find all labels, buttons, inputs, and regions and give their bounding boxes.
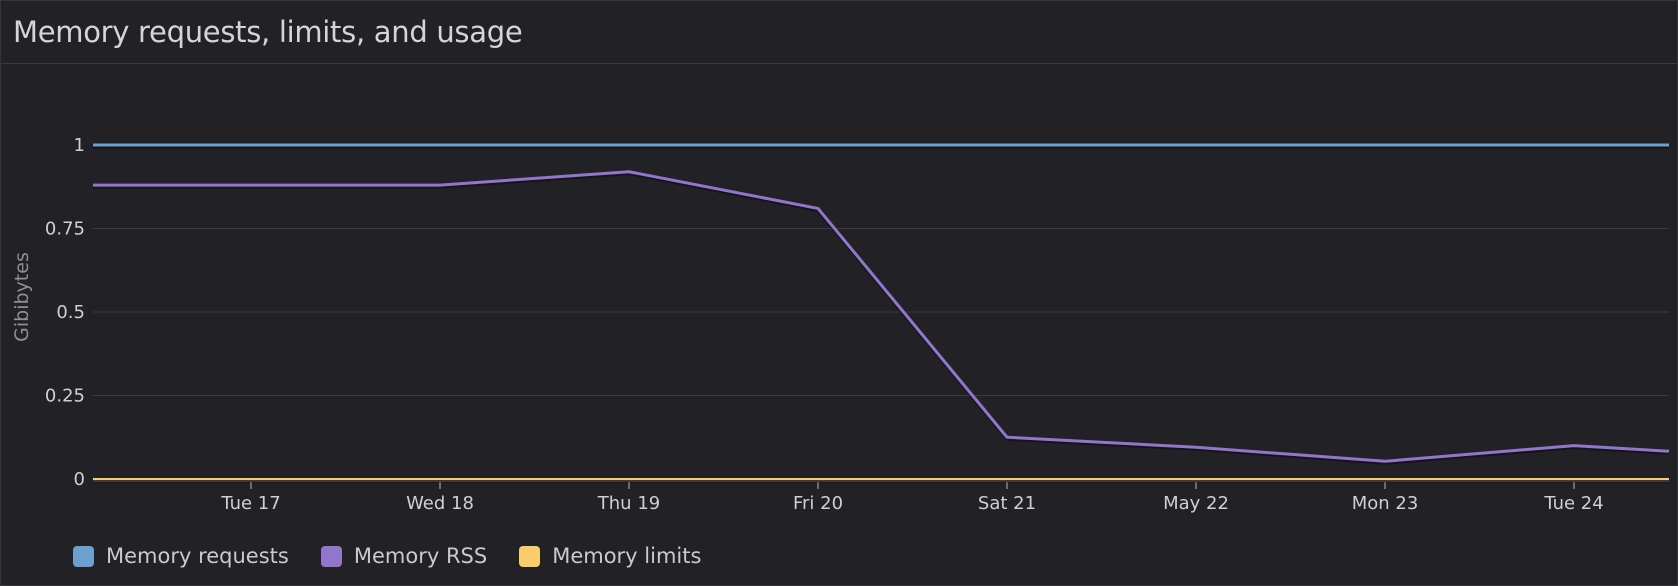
panel-header: Memory requests, limits, and usage <box>1 1 1677 64</box>
y-axis-title: Gibibytes <box>11 252 33 342</box>
x-tick-label: Sat 21 <box>978 493 1036 514</box>
x-axis: Tue 17 Wed 18 Thu 19 Fri 20 Sat 21 May 22 Mon … <box>93 480 1669 514</box>
x-tick-label: Tue 24 <box>1543 493 1603 514</box>
x-tick-label: May 22 <box>1163 493 1229 514</box>
y-tick-label: 0.5 <box>56 302 85 323</box>
series-line-memory-rss <box>93 170 1670 463</box>
legend-label: Memory RSS <box>353 544 488 568</box>
y-axis: 0 0.25 0.5 0.75 1 <box>45 135 85 490</box>
x-tick-label: Wed 18 <box>406 493 474 514</box>
x-tick-label: Tue 17 <box>220 493 280 514</box>
x-tick-label: Thu 19 <box>597 493 660 514</box>
legend-item-memory-limits[interactable]: Memory limits <box>519 544 701 568</box>
legend-label: Memory limits <box>552 544 702 568</box>
x-tick-label: Mon 23 <box>1352 493 1419 514</box>
legend-label: Memory requests <box>106 544 289 568</box>
panel-title: Memory requests, limits, and usage <box>13 15 523 49</box>
series-lines <box>93 143 1670 483</box>
x-tick-label: Fri 20 <box>793 493 843 514</box>
y-tick-label: 1 <box>74 135 85 156</box>
legend-swatch-icon <box>73 545 94 567</box>
legend-swatch-icon <box>320 545 342 567</box>
legend: Memory requests Memory RSS Memory limits <box>73 544 701 568</box>
legend-item-memory-requests[interactable]: Memory requests <box>73 544 289 568</box>
legend-swatch-icon <box>519 545 541 567</box>
grid-lines <box>93 144 1669 396</box>
y-tick-label: 0 <box>74 469 85 490</box>
y-tick-label: 0.75 <box>45 219 85 240</box>
y-tick-label: 0.25 <box>45 386 85 407</box>
legend-item-memory-rss[interactable]: Memory RSS <box>320 544 488 568</box>
